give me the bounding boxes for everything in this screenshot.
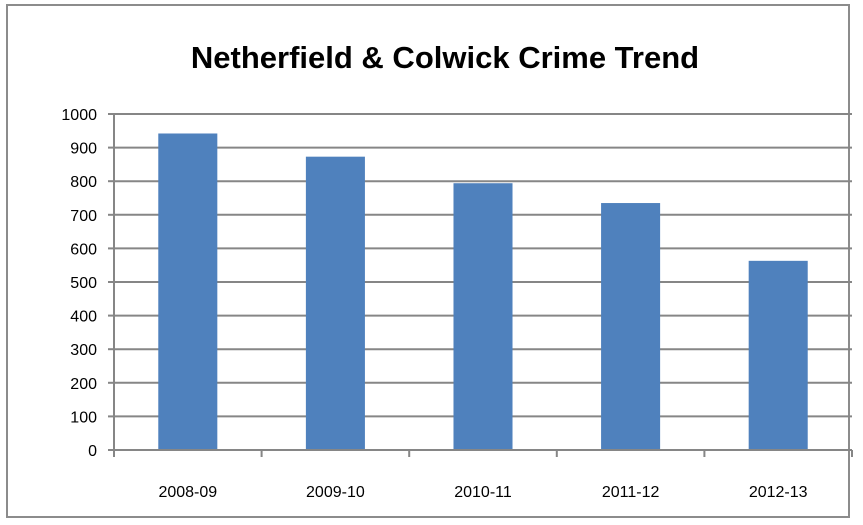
axes <box>108 113 853 457</box>
x-tick-label: 2010-11 <box>454 484 512 501</box>
gridlines <box>114 113 852 418</box>
y-tick-label: 1000 <box>61 107 97 124</box>
y-tick-label: 700 <box>70 208 97 225</box>
bars <box>158 133 808 450</box>
y-tick-label: 900 <box>70 141 97 158</box>
y-axis-tick-labels: 0 100 200 300 400 500 600 700 800 900 1000 <box>61 107 97 460</box>
chart-frame <box>6 4 850 518</box>
y-tick-label: 300 <box>70 342 97 359</box>
y-tick-label: 200 <box>70 376 97 393</box>
x-tick-label: 2009-10 <box>306 484 365 501</box>
y-tick-label: 600 <box>70 241 97 258</box>
bar-2009-10 <box>305 156 365 450</box>
bar-2011-12 <box>601 203 661 450</box>
y-tick-label: 500 <box>70 275 97 292</box>
y-tick-label: 100 <box>70 409 97 426</box>
y-tick-label: 0 <box>88 443 97 460</box>
bar-2012-13 <box>748 260 808 450</box>
x-tick-label: 2012-13 <box>749 484 808 501</box>
chart-title: Netherfield & Colwick Crime Trend <box>191 40 699 75</box>
bar-2010-11 <box>453 183 513 450</box>
x-tick-label: 2011-12 <box>602 484 660 501</box>
x-axis-tick-labels: 2008-09 2009-10 2010-11 2011-12 2012-13 <box>158 484 807 501</box>
bar-2008-09 <box>158 133 218 450</box>
x-tick-label: 2008-09 <box>158 484 217 501</box>
y-tick-label: 800 <box>70 174 97 191</box>
y-tick-label: 400 <box>70 309 97 326</box>
